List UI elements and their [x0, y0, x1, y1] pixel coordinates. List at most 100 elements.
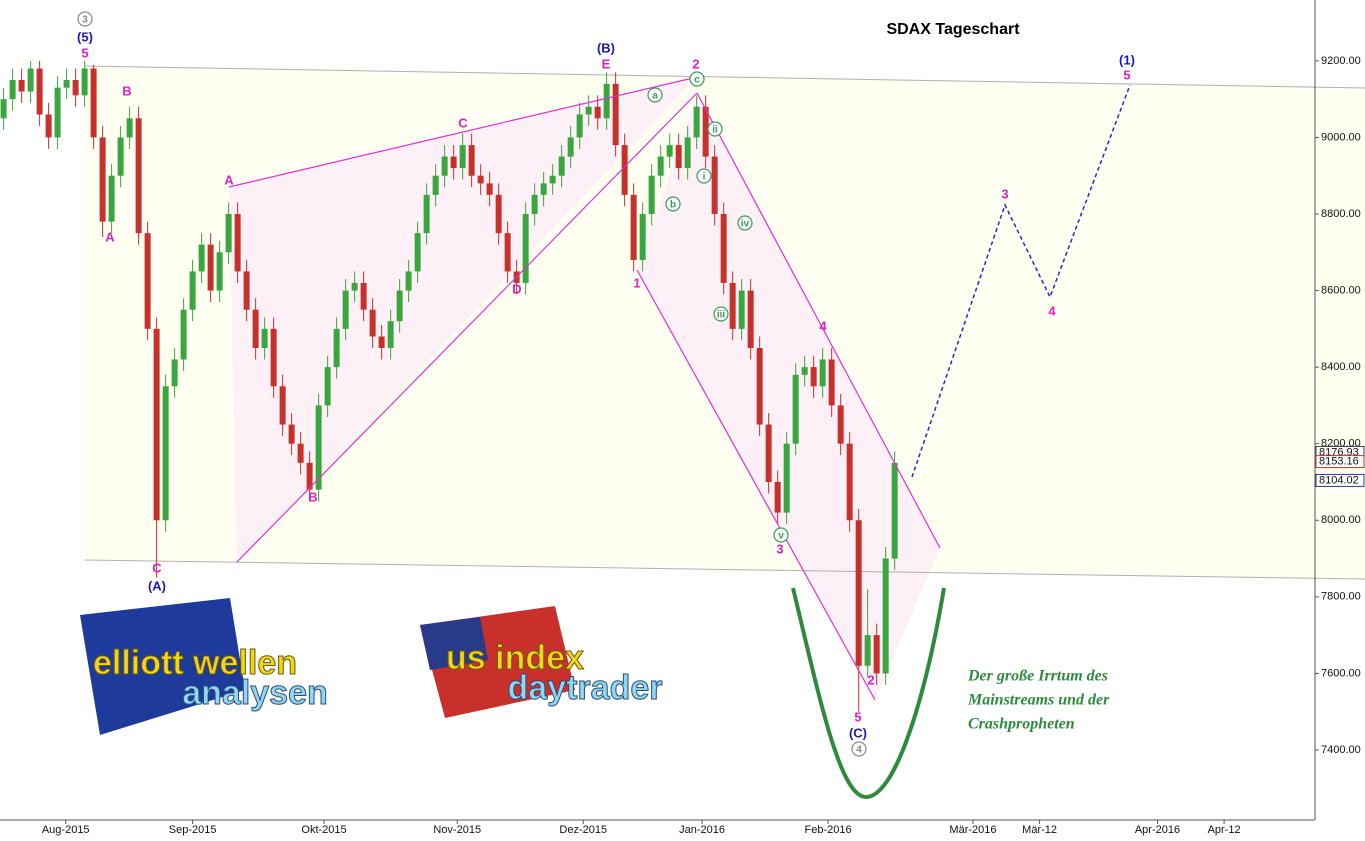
candle-body — [432, 175, 439, 195]
x-tick-label: Feb-2016 — [805, 824, 852, 836]
wave-label: iv — [741, 219, 750, 230]
x-tick-label: Mär-12 — [1022, 824, 1057, 836]
candle-body — [873, 635, 880, 674]
wave-label: 3 — [82, 15, 88, 26]
logo-right: us index daytrader — [420, 606, 663, 718]
price-tag-label: 8153.16 — [1319, 456, 1359, 468]
wave-label: 5 — [1123, 67, 1130, 82]
wave-label: ii — [712, 125, 718, 136]
candle-body — [621, 145, 628, 195]
annotation-circle — [689, 71, 705, 87]
u-curve — [791, 587, 946, 800]
candle-body — [0, 99, 7, 119]
candle-body — [540, 183, 547, 195]
candle-body — [459, 145, 466, 169]
annotation-circle — [713, 306, 729, 322]
price-tag — [1315, 473, 1365, 487]
x-tick-label: Nov-2015 — [433, 824, 481, 836]
candle-body — [414, 233, 421, 272]
candle-body — [891, 462, 898, 559]
candle-body — [216, 252, 223, 291]
candle-body — [171, 359, 178, 387]
candle-body — [720, 213, 727, 283]
y-tick-label: 7600.00 — [1321, 667, 1361, 679]
candle-body — [594, 106, 601, 119]
candle-body — [846, 443, 853, 521]
candle-body — [828, 359, 835, 406]
wave-label: (B) — [597, 40, 615, 55]
y-tick-label: 8000.00 — [1321, 514, 1361, 526]
y-tick-label: 7800.00 — [1321, 591, 1361, 603]
candle-body — [27, 68, 34, 92]
candle-body — [9, 80, 16, 100]
wave-label: C — [458, 115, 468, 130]
annotation-circle — [665, 196, 681, 212]
candle-body — [225, 213, 232, 253]
candle-body — [549, 175, 556, 184]
wave-label: b — [670, 200, 676, 211]
candle-body — [765, 424, 772, 482]
candle-body — [531, 194, 538, 214]
candle-body — [378, 336, 385, 348]
y-tick-label: 7400.00 — [1321, 744, 1361, 756]
candle-body — [837, 405, 844, 444]
triangle-zone — [229, 77, 697, 562]
chart-title: SDAX Tageschart — [886, 21, 1020, 38]
wave-label: iii — [717, 310, 726, 321]
candle-body — [189, 271, 196, 310]
candle-body — [198, 244, 205, 272]
logo-text: us index — [446, 639, 584, 677]
candle-body — [576, 114, 583, 138]
wave-label: 2 — [692, 56, 699, 71]
candle-body — [756, 347, 763, 425]
x-tick-label: Okt-2015 — [301, 824, 346, 836]
candle-body — [279, 386, 286, 425]
candle-body — [135, 118, 142, 234]
comment-text: Crashpropheten — [968, 716, 1075, 733]
candle-body — [585, 106, 592, 115]
candle-body — [99, 137, 106, 222]
wave-label: (C) — [849, 725, 867, 740]
candle-body — [180, 309, 187, 360]
price-tag — [1315, 455, 1365, 469]
candle-body — [369, 309, 376, 337]
candle-body — [855, 520, 862, 666]
plot-area — [0, 60, 898, 712]
candle-body — [657, 156, 664, 176]
candle-body — [864, 635, 871, 666]
candle-body — [666, 145, 673, 157]
candle-body — [486, 183, 493, 195]
candle-body — [405, 271, 412, 291]
candle-body — [243, 271, 250, 310]
wave-label: 4 — [856, 745, 862, 756]
candle-body — [738, 290, 745, 329]
comment-text: Mainstreams und der — [967, 692, 1110, 709]
x-tick-label: Mär-2016 — [949, 824, 996, 836]
wave-label: 2 — [867, 672, 874, 687]
annotation-circle — [707, 121, 723, 137]
candle-body — [783, 443, 790, 513]
x-tick-label: Aug-2015 — [42, 824, 90, 836]
wave-label: (A) — [148, 578, 166, 593]
candle-body — [477, 175, 484, 184]
wave-label: E — [602, 56, 611, 71]
candle-body — [234, 213, 241, 272]
candle-body — [801, 367, 808, 375]
wave-label: B — [308, 489, 317, 504]
wave-label: D — [512, 281, 521, 296]
candle-body — [684, 137, 691, 169]
channel-zone — [637, 93, 940, 700]
candle-body — [117, 137, 124, 176]
x-tick-label: Jan-2016 — [679, 824, 725, 836]
wave-label: C — [152, 560, 162, 575]
wave-label: a — [652, 91, 658, 102]
y-tick-label: 9200.00 — [1321, 55, 1361, 67]
annotation-circle — [773, 527, 789, 543]
candle-body — [648, 175, 655, 214]
candle-body — [675, 145, 682, 169]
annotation-circle — [647, 87, 663, 103]
y-tick-label: 8800.00 — [1321, 208, 1361, 220]
candle-body — [108, 175, 115, 222]
candle-body — [396, 290, 403, 322]
